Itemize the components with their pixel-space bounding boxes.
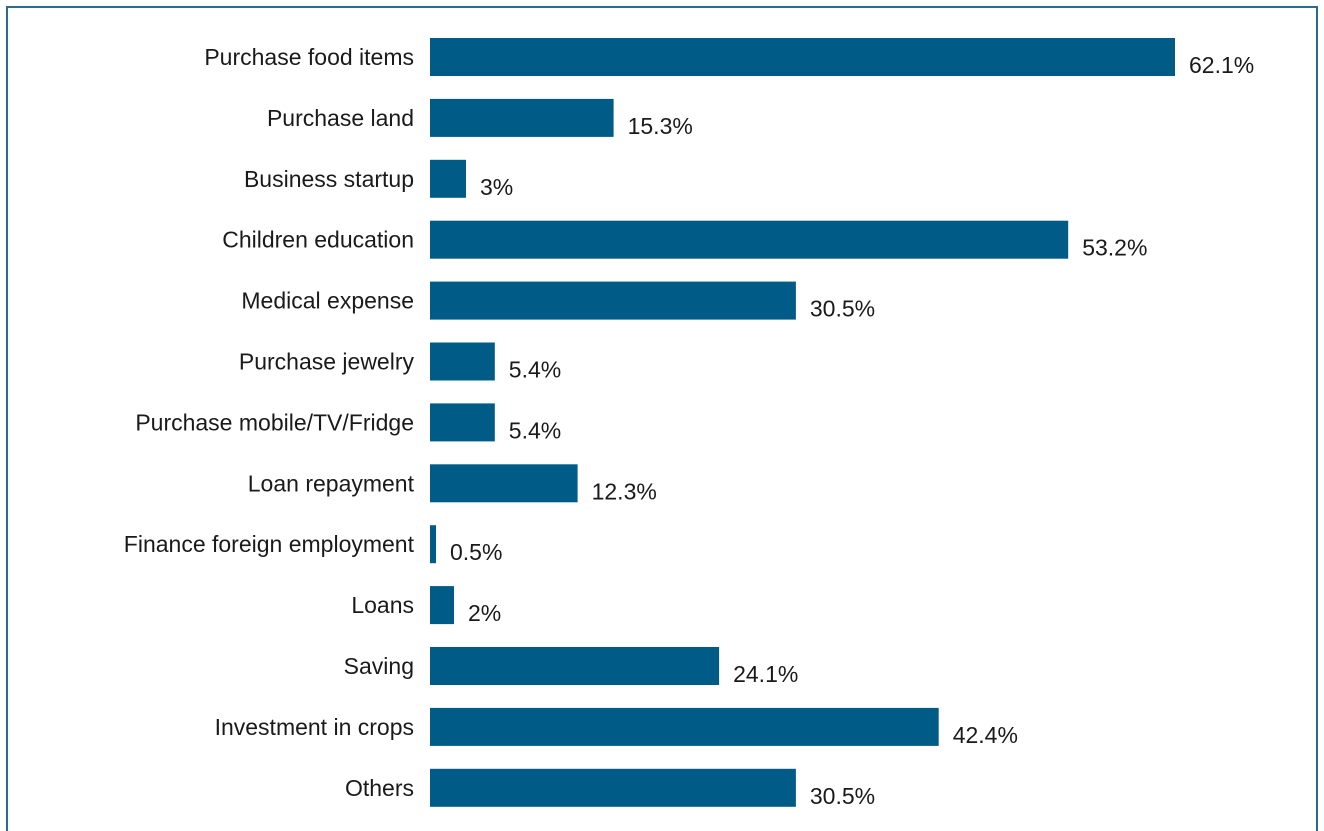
- bar-group: [430, 38, 1175, 807]
- bar-4: [430, 281, 796, 320]
- chart-frame: [6, 6, 1318, 831]
- value-label: 62.1%: [1189, 52, 1254, 78]
- bar-6: [430, 403, 495, 442]
- category-label-group: Purchase food items Purchase land Business…: [124, 44, 415, 801]
- value-label: 30.5%: [810, 296, 875, 322]
- value-label: 12.3%: [592, 478, 657, 504]
- bar-8: [430, 525, 436, 564]
- category-label: Medical expense: [241, 288, 414, 314]
- value-label-group: 62.1% 15.3% 3% 53.2% 30.5% 5.4% 5.4% 12.3% 0.5% 2…: [450, 52, 1254, 809]
- value-label: 5.4%: [509, 357, 561, 383]
- category-label: Children education: [222, 227, 414, 253]
- category-label: Others: [345, 775, 414, 801]
- value-label: 15.3%: [628, 113, 693, 139]
- category-label: Purchase mobile/TV/Fridge: [135, 409, 414, 435]
- category-label: Purchase food items: [204, 44, 414, 70]
- category-label: Business startup: [244, 166, 414, 192]
- bar-3: [430, 220, 1069, 259]
- value-label: 3%: [480, 174, 513, 200]
- bar-1: [430, 98, 614, 137]
- category-label: Investment in crops: [215, 714, 414, 740]
- bar-11: [430, 707, 939, 746]
- category-label: Loan repayment: [248, 470, 415, 496]
- category-label: Saving: [344, 653, 414, 679]
- category-label: Loans: [351, 592, 414, 618]
- value-label: 24.1%: [733, 661, 798, 687]
- category-label: Finance foreign employment: [124, 531, 415, 557]
- bar-0: [430, 38, 1175, 76]
- bar-12: [430, 768, 796, 807]
- bar-5: [430, 342, 495, 381]
- bar-10: [430, 647, 720, 685]
- category-label: Purchase land: [267, 105, 414, 131]
- value-label: 42.4%: [953, 722, 1018, 748]
- bar-2: [430, 159, 466, 198]
- value-label: 2%: [468, 600, 501, 626]
- value-label: 30.5%: [810, 783, 875, 809]
- category-label: Purchase jewelry: [239, 349, 415, 375]
- value-label: 5.4%: [509, 417, 561, 443]
- bar-7: [430, 464, 578, 503]
- bar-9: [430, 586, 454, 625]
- value-label: 53.2%: [1082, 235, 1147, 261]
- value-label: 0.5%: [450, 539, 502, 565]
